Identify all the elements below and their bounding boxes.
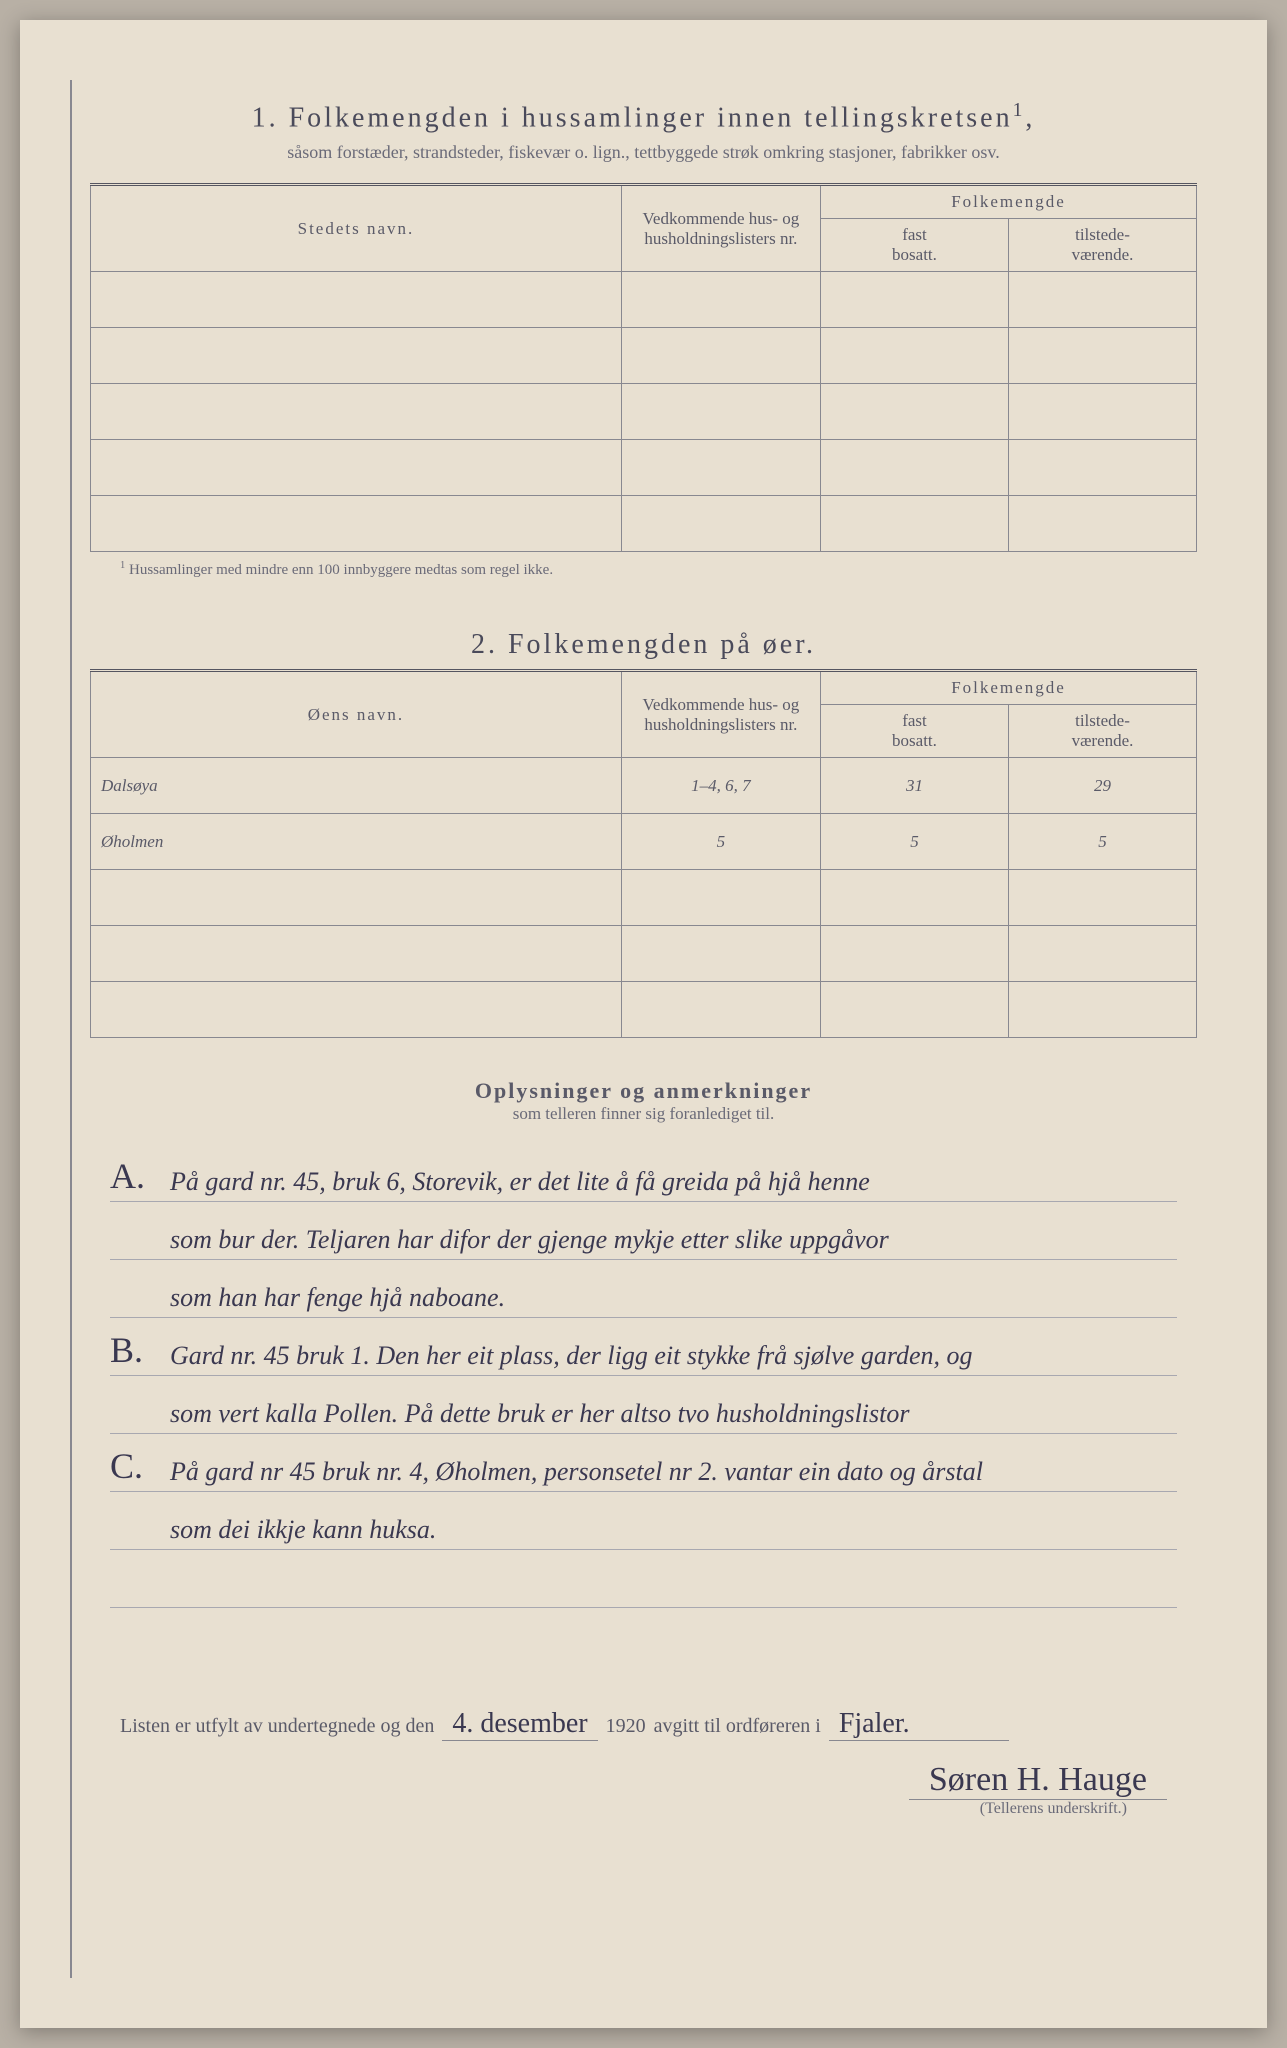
table-row [91,870,1197,926]
signature-label: (Tellerens underskrift.) [120,1800,1167,1818]
cell-tilstede [1008,982,1196,1038]
note-line [110,1550,1177,1608]
note-line: B.Gard nr. 45 bruk 1. Den her eit plass,… [110,1318,1177,1376]
cell-name [91,440,622,496]
cell-name [91,272,622,328]
footer-year: 1920 [606,1715,646,1738]
th-tilstede: tilstede-værende. [1008,219,1196,272]
th-lists-nr: Vedkommende hus- og husholdningslisters … [621,185,820,272]
cell-nr [621,272,820,328]
section1-title: 1. Folkemengden i hussamlinger innen tel… [90,100,1197,134]
cell-tilstede: 5 [1008,814,1196,870]
cell-name [91,496,622,552]
note-text: som vert kalla Pollen. På dette bruk er … [170,1398,909,1429]
cell-name [91,982,622,1038]
cell-nr [621,926,820,982]
note-line: som han har fenge hjå naboane. [110,1260,1177,1318]
table-row: Øholmen555 [91,814,1197,870]
cell-fast [820,870,1008,926]
footer-prefix: Listen er utfylt av undertegnede og den [120,1715,434,1738]
footer-date: 4. desember [442,1708,597,1741]
table-hussamlinger: Stedets navn. Vedkommende hus- og hushol… [90,183,1197,552]
section2-title: 2. Folkemengden på øer. [90,629,1197,661]
census-form-page: 1. Folkemengden i hussamlinger innen tel… [20,20,1267,2028]
cell-fast: 31 [820,758,1008,814]
note-line: C.På gard nr 45 bruk nr. 4, Øholmen, per… [110,1434,1177,1492]
table-row [91,272,1197,328]
th-folkemengde-2: Folkemengde [820,671,1196,705]
cell-tilstede: 29 [1008,758,1196,814]
cell-fast [820,496,1008,552]
cell-nr [621,870,820,926]
footer-place: Fjaler. [829,1708,1009,1741]
cell-name [91,384,622,440]
cell-tilstede [1008,496,1196,552]
cell-fast [820,982,1008,1038]
th-oens-navn: Øens navn. [91,671,622,758]
note-marker: C. [110,1445,170,1487]
th-folkemengde: Folkemengde [820,185,1196,219]
th-stedets-navn: Stedets navn. [91,185,622,272]
cell-nr [621,982,820,1038]
note-marker: A. [110,1155,170,1197]
note-text: På gard nr. 45, bruk 6, Storevik, er det… [170,1166,870,1197]
cell-tilstede [1008,272,1196,328]
form-footer: Listen er utfylt av undertegnede og den … [90,1708,1197,1818]
th-fast: fastbosatt. [820,219,1008,272]
note-text: som han har fenge hjå naboane. [170,1282,505,1313]
cell-fast [820,328,1008,384]
table-row [91,328,1197,384]
table-row [91,496,1197,552]
cell-tilstede [1008,870,1196,926]
cell-name [91,870,622,926]
cell-tilstede [1008,328,1196,384]
cell-name [91,328,622,384]
note-text: som dei ikkje kann huksa. [170,1514,436,1545]
cell-fast [820,384,1008,440]
footer-middle: avgitt til ordføreren i [654,1715,821,1738]
note-text: På gard nr 45 bruk nr. 4, Øholmen, perso… [170,1456,983,1487]
note-text: Gard nr. 45 bruk 1. Den her eit plass, d… [170,1340,973,1371]
notes-area: A.På gard nr. 45, bruk 6, Storevik, er d… [90,1144,1197,1608]
cell-name [91,926,622,982]
cell-nr: 5 [621,814,820,870]
table-row [91,926,1197,982]
cell-fast: 5 [820,814,1008,870]
table-row [91,384,1197,440]
cell-nr [621,440,820,496]
cell-fast [820,272,1008,328]
section1-subtitle: såsom forstæder, strandsteder, fiskevær … [90,142,1197,163]
cell-nr [621,496,820,552]
cell-fast [820,440,1008,496]
th-tilstede-2: tilstede-værende. [1008,705,1196,758]
table-row [91,440,1197,496]
note-line: A.På gard nr. 45, bruk 6, Storevik, er d… [110,1144,1177,1202]
cell-nr [621,384,820,440]
cell-tilstede [1008,384,1196,440]
table-row [91,982,1197,1038]
notes-subtitle: som telleren finner sig foranlediget til… [90,1104,1197,1124]
note-line: som dei ikkje kann huksa. [110,1492,1177,1550]
cell-tilstede [1008,926,1196,982]
cell-name: Dalsøya [91,758,622,814]
note-marker: B. [110,1329,170,1371]
th-fast-2: fastbosatt. [820,705,1008,758]
note-line: som vert kalla Pollen. På dette bruk er … [110,1376,1177,1434]
cell-name: Øholmen [91,814,622,870]
signature: Søren H. Hauge [909,1761,1167,1800]
cell-tilstede [1008,440,1196,496]
note-text: som bur der. Teljaren har difor der gjen… [170,1224,889,1255]
footnote-1: 1 Hussamlinger med mindre enn 100 innbyg… [120,560,1197,579]
table-oer: Øens navn. Vedkommende hus- og husholdni… [90,669,1197,1038]
notes-title: Oplysninger og anmerkninger [90,1078,1197,1104]
cell-nr: 1–4, 6, 7 [621,758,820,814]
cell-fast [820,926,1008,982]
note-line: som bur der. Teljaren har difor der gjen… [110,1202,1177,1260]
th-lists-nr-2: Vedkommende hus- og husholdningslisters … [621,671,820,758]
table-row: Dalsøya1–4, 6, 73129 [91,758,1197,814]
cell-nr [621,328,820,384]
